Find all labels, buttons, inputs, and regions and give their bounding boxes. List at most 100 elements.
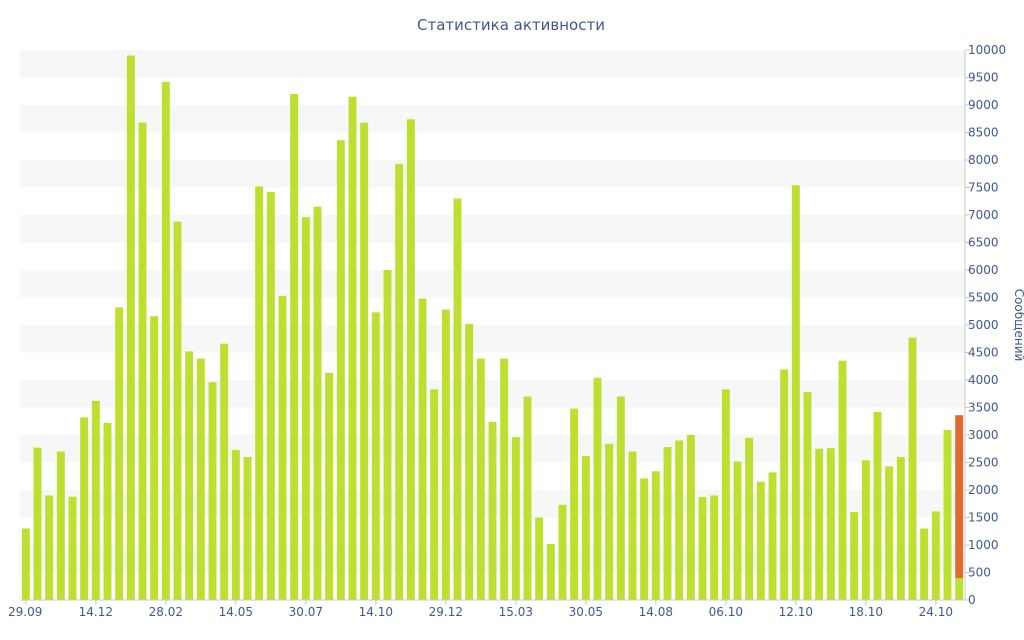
x-tick-label: 24.10: [919, 605, 953, 619]
x-tick-label: 06.10: [709, 605, 743, 619]
bar: [698, 497, 707, 600]
y-tick-label: 9500: [968, 71, 999, 85]
bar: [803, 392, 812, 600]
y-tick-label: 1500: [968, 511, 999, 525]
bar: [593, 377, 602, 600]
bar: [383, 270, 392, 600]
bar: [511, 437, 520, 600]
y-tick-label: 0: [968, 593, 976, 607]
bar: [721, 389, 730, 600]
y-tick-label: 4000: [968, 373, 999, 387]
y-tick-label: 5000: [968, 318, 999, 332]
bar: [126, 55, 135, 600]
grid-band: [20, 380, 965, 408]
y-tick-label: 4500: [968, 346, 999, 360]
x-tick-label: 28.02: [149, 605, 183, 619]
bar: [301, 217, 310, 600]
bar: [826, 448, 835, 600]
bar: [290, 94, 299, 600]
bar: [558, 504, 567, 600]
bar: [908, 337, 917, 600]
x-axis-ticks: 29.09 14.12 28.02 14.05 30.07 14.10 29.12 15.03…: [8, 600, 953, 619]
y-tick-label: 7000: [968, 208, 999, 222]
bar: [371, 312, 380, 600]
x-tick-label: 30.05: [569, 605, 603, 619]
bar: [150, 316, 159, 600]
bar: [231, 449, 240, 600]
bar: [943, 430, 952, 600]
grid-band: [20, 50, 965, 78]
bar: [733, 461, 742, 600]
bar: [931, 511, 940, 600]
grid-band: [20, 325, 965, 353]
bar: [430, 389, 439, 600]
bar: [756, 481, 765, 600]
bar: [523, 396, 532, 600]
bar: [220, 343, 229, 600]
y-tick-label: 8000: [968, 153, 999, 167]
x-tick-label: 14.05: [219, 605, 253, 619]
bar: [91, 400, 100, 600]
grid-band: [20, 270, 965, 298]
bar: [873, 411, 882, 600]
bar: [605, 443, 614, 600]
y-tick-label: 9000: [968, 98, 999, 112]
grid-band: [20, 160, 965, 188]
bar: [791, 185, 800, 601]
bar: [850, 512, 859, 600]
y-tick-label: 7500: [968, 181, 999, 195]
bar: [640, 478, 649, 600]
grid-band: [20, 215, 965, 243]
bar: [686, 435, 695, 600]
bar: [103, 422, 112, 600]
bar: [115, 307, 124, 600]
y-tick-label: 3500: [968, 401, 999, 415]
bar: [21, 528, 30, 600]
y-axis-ticks: 0 500 1000 1500 2000 2500 3000 3500 4000 4500 5000…: [965, 43, 1006, 607]
bar: [861, 460, 870, 600]
x-tick-label: 14.08: [639, 605, 673, 619]
bar: [768, 472, 777, 600]
x-tick-label: 14.12: [79, 605, 113, 619]
bar: [920, 528, 929, 600]
bar: [453, 198, 462, 600]
bar: [278, 295, 287, 600]
bar: [476, 358, 485, 600]
bar: [896, 457, 905, 600]
bar: [885, 466, 894, 600]
y-tick-label: 2500: [968, 456, 999, 470]
bar: [336, 140, 345, 600]
bar: [185, 351, 194, 600]
bar: [33, 447, 42, 600]
y-tick-label: 6000: [968, 263, 999, 277]
x-tick-label: 30.07: [289, 605, 323, 619]
bar: [675, 440, 684, 600]
grid-band: [20, 105, 965, 133]
bar: [955, 578, 964, 600]
bar: [313, 206, 322, 600]
bar: [196, 358, 205, 600]
bar: [651, 471, 660, 600]
x-tick-label: 29.09: [8, 605, 42, 619]
bar: [465, 323, 474, 600]
x-tick-label: 15.03: [499, 605, 533, 619]
bar: [395, 163, 404, 600]
x-tick-label: 18.10: [849, 605, 883, 619]
y-tick-label: 3000: [968, 428, 999, 442]
bar: [161, 81, 170, 600]
y-tick-label: 5500: [968, 291, 999, 305]
bar: [780, 369, 789, 600]
bar: [663, 447, 672, 600]
bar: [68, 496, 77, 600]
bar-highlight: [955, 415, 964, 578]
bar: [325, 372, 334, 600]
bar: [45, 495, 54, 600]
bar: [138, 122, 147, 600]
bar: [546, 543, 555, 600]
bar: [418, 298, 427, 600]
y-tick-label: 500: [968, 566, 991, 580]
y-tick-label: 6500: [968, 236, 999, 250]
bar: [441, 309, 450, 600]
bar: [80, 417, 89, 600]
